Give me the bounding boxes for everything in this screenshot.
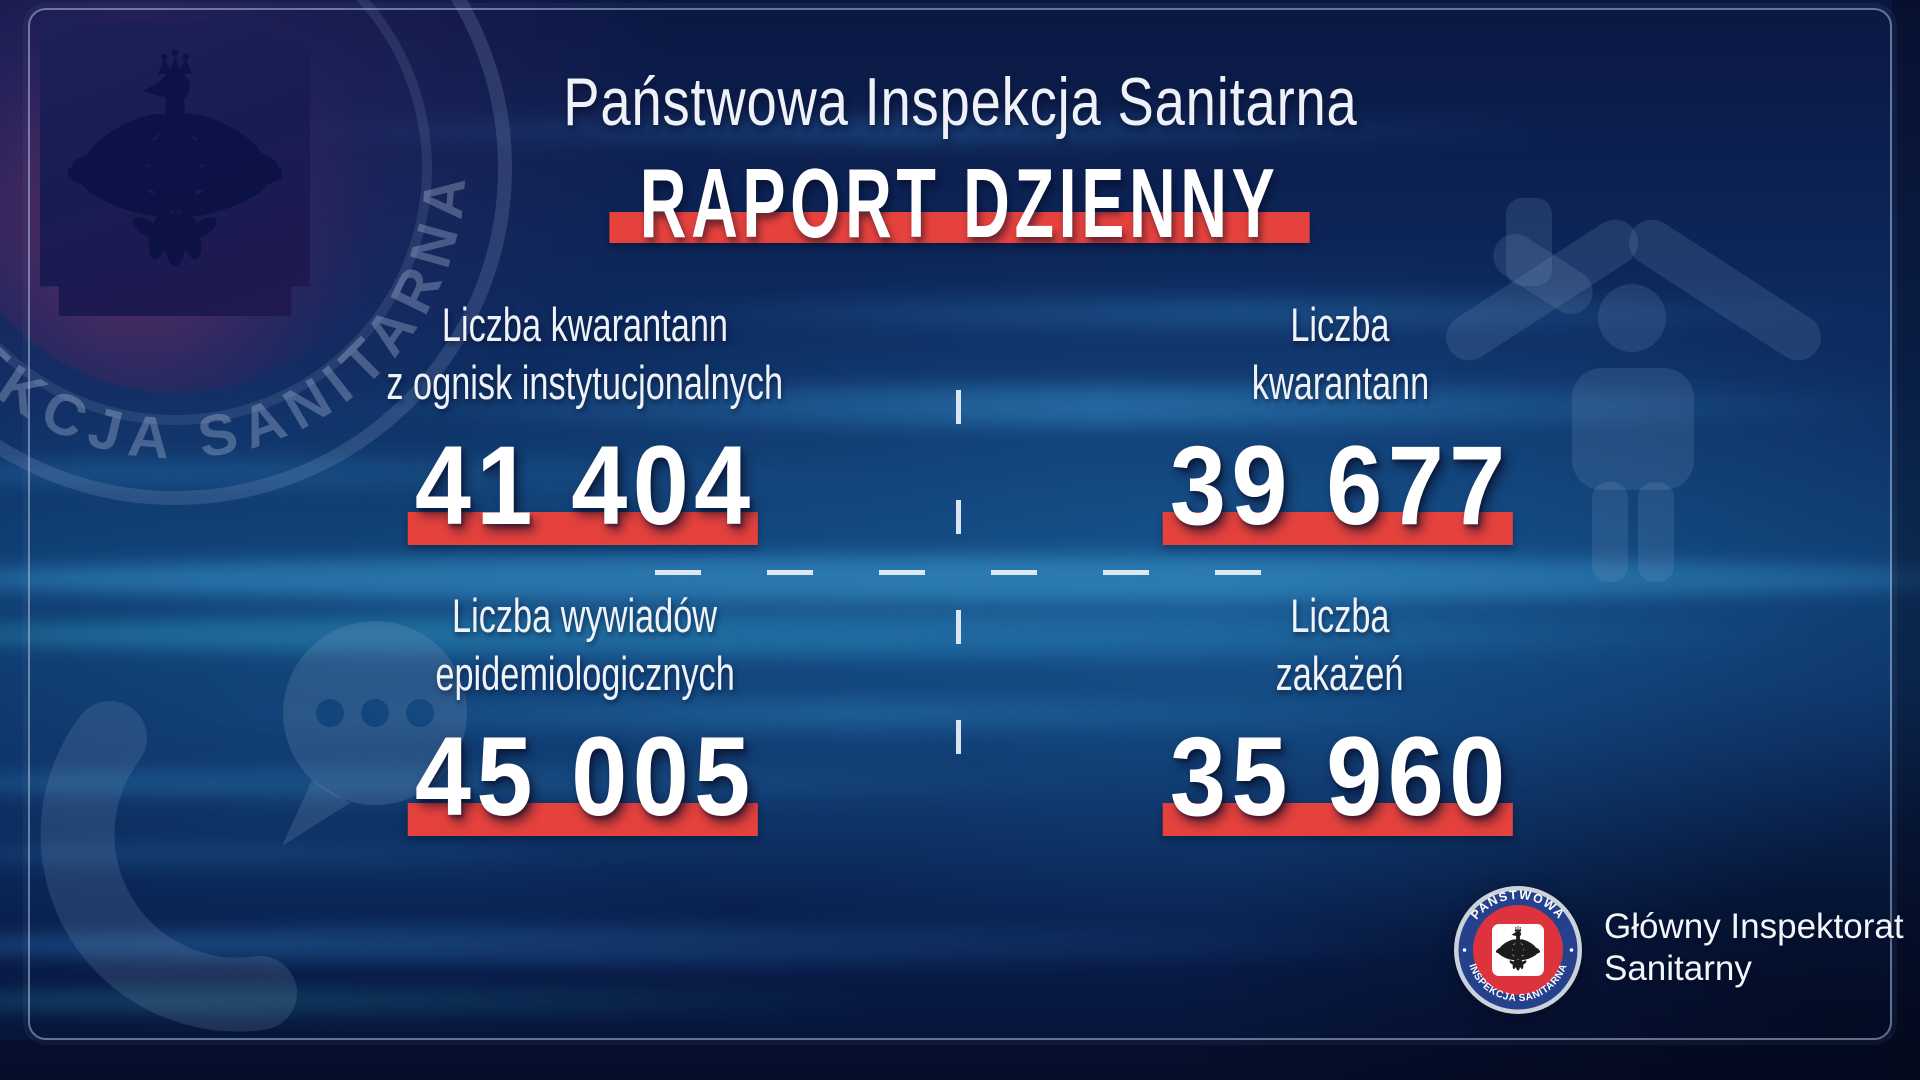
page-title: Państwowa Inspekcja Sanitarna [562,64,1358,140]
person-icon [1572,284,1694,582]
stat-value: 35 960 [1169,714,1511,839]
chat-bubble-icon [283,621,468,805]
stat-label-line1: Liczba kwarantann [441,298,729,351]
stat-block-institutional-quarantines: Liczba kwarantann z ognisk instytucjonal… [225,296,945,545]
stat-block-infections: Liczba zakażeń 35 960 [980,587,1700,836]
org-name-line1: Główny Inspektorat [1604,907,1904,946]
stat-value: 45 005 [414,714,756,839]
badge-star-separator [1462,948,1467,952]
sanepid-badge: PAŃSTWOWA INSPEKCJA SANITARNA [1454,886,1582,1014]
badge-star-separator [1569,948,1574,952]
stat-value-red-bar [1162,803,1513,836]
vertical-dashed-divider [956,390,961,758]
stat-label-line1: Liczba wywiadów [452,589,718,642]
stat-block-quarantines: Liczba kwarantann 39 677 [980,296,1700,545]
subtitle-red-bar [609,212,1311,243]
stat-label-line2: z ognisk instytucjonalnych [386,356,784,409]
stat-value: 39 677 [1169,423,1511,548]
stat-label-line1: Liczba [1290,298,1390,351]
edge-shade-bottom [0,1040,1920,1080]
seal-outer-ring [0,0,512,505]
stat-value-red-bar [407,803,758,836]
stat-value-red-bar [1162,512,1513,545]
stat-label-line2: zakażeń [1276,647,1404,700]
stat-value: 41 404 [414,423,756,548]
stat-value-red-bar [407,512,758,545]
phone-icon [40,701,297,1032]
stat-label-line1: Liczba [1290,589,1390,642]
stat-label-line2: kwarantann [1251,356,1429,409]
eagle-watermark-panel [40,20,310,316]
house-person-watermark [1446,198,1821,582]
edge-shade-right [1892,0,1920,1080]
chat-bubble-tail [282,780,350,846]
house-icon [1446,198,1821,361]
stat-label-line2: epidemiologicznych [435,647,735,700]
org-name-line2: Sanitarny [1604,949,1752,988]
phone-watermark [40,621,468,1032]
report-subtitle: RAPORT DZIENNY [0,148,1920,258]
seal-inner-ring [0,0,432,425]
stat-block-epidemiological-interviews: Liczba wywiadów epidemiologicznych 45 00… [225,587,945,836]
organization-name: Główny Inspektorat Sanitarny [1604,906,1904,990]
